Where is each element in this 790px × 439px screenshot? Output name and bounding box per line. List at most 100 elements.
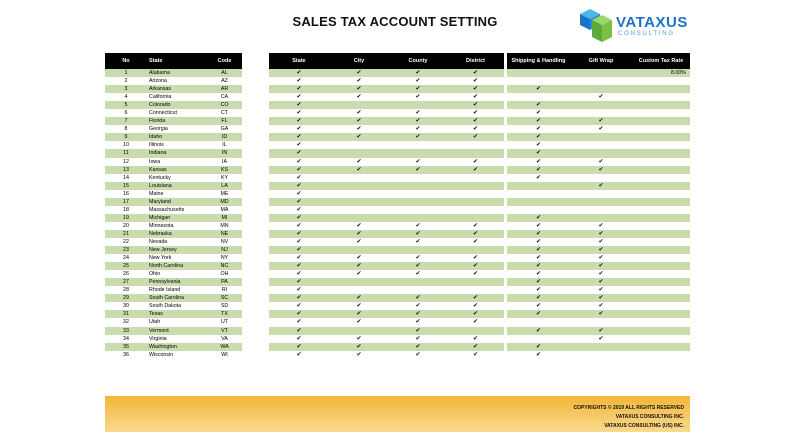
row-number: 8 (105, 125, 147, 134)
shipping-check-icon (507, 197, 570, 206)
county-check-icon: ✔ (389, 229, 447, 238)
county-check-icon: ✔ (389, 310, 447, 319)
district-check-icon (447, 286, 504, 295)
table-row: 19 Michigan MI ✔ ✔ (105, 213, 690, 222)
district-check-icon: ✔ (447, 109, 504, 118)
shipping-check-icon (507, 181, 570, 190)
column-gap (242, 165, 269, 174)
column-gap (504, 197, 507, 206)
district-check-icon: ✔ (447, 254, 504, 263)
shipping-check-icon: ✔ (507, 101, 570, 110)
column-gap (242, 101, 269, 110)
row-number: 5 (105, 101, 147, 110)
gift-wrap-check-icon: ✔ (570, 181, 632, 190)
column-gap (504, 165, 507, 174)
city-check-icon (329, 181, 389, 190)
custom-tax-rate (632, 302, 690, 311)
city-check-icon: ✔ (329, 69, 389, 78)
footer-banner: COPYRIGHTS © 2019 ALL RIGHTS RESERVED VA… (105, 396, 690, 432)
custom-tax-rate (632, 350, 690, 359)
table-row: 2 Arizona AZ ✔ ✔ ✔ ✔ (105, 77, 690, 86)
state-code: RI (207, 286, 242, 295)
county-check-icon: ✔ (389, 262, 447, 271)
state-name: Michigan (147, 213, 207, 222)
state-name: Virginia (147, 334, 207, 343)
city-check-icon (329, 101, 389, 110)
column-gap (504, 302, 507, 311)
shipping-check-icon (507, 318, 570, 327)
column-gap (504, 181, 507, 190)
gift-wrap-check-icon (570, 109, 632, 118)
sales-state-check-icon: ✔ (269, 310, 329, 319)
column-gap (504, 221, 507, 230)
district-check-icon: ✔ (447, 125, 504, 134)
shipping-check-icon: ✔ (507, 254, 570, 263)
state-code: GA (207, 125, 242, 134)
header-shipping: Shipping & Handling (507, 53, 570, 69)
state-code: NV (207, 237, 242, 247)
table-row: 29 South Carolina SC ✔ ✔ ✔ ✔ ✔ ✔ (105, 294, 690, 303)
state-code: VA (207, 334, 242, 343)
state-name: North Carolina (147, 262, 207, 271)
row-number: 21 (105, 229, 147, 238)
table-row: 31 Texas TX ✔ ✔ ✔ ✔ ✔ ✔ (105, 310, 690, 319)
gift-wrap-check-icon (570, 133, 632, 142)
row-number: 27 (105, 278, 147, 287)
column-gap (242, 141, 269, 150)
shipping-check-icon: ✔ (507, 213, 570, 222)
column-gap (504, 310, 507, 319)
city-check-icon: ✔ (329, 318, 389, 327)
city-check-icon (329, 141, 389, 150)
sales-state-check-icon: ✔ (269, 77, 329, 86)
shipping-check-icon: ✔ (507, 133, 570, 142)
column-gap (242, 246, 269, 255)
sales-state-check-icon: ✔ (269, 262, 329, 271)
table-row: 35 Washington WA ✔ ✔ ✔ ✔ ✔ (105, 342, 690, 351)
sales-state-check-icon: ✔ (269, 157, 329, 166)
row-number: 28 (105, 286, 147, 295)
gift-wrap-check-icon (570, 197, 632, 206)
city-check-icon: ✔ (329, 165, 389, 174)
column-gap (504, 157, 507, 166)
header-city: City (329, 53, 389, 69)
shipping-check-icon: ✔ (507, 117, 570, 126)
page-title: SALES TAX ACCOUNT SETTING (292, 14, 498, 29)
state-code: SC (207, 294, 242, 303)
gift-wrap-check-icon: ✔ (570, 246, 632, 255)
sales-state-check-icon: ✔ (269, 237, 329, 247)
state-code: KS (207, 165, 242, 174)
district-check-icon (447, 213, 504, 222)
custom-tax-rate (632, 109, 690, 118)
column-gap (242, 205, 269, 214)
gift-wrap-check-icon (570, 342, 632, 351)
sales-state-check-icon: ✔ (269, 173, 329, 182)
column-gap (242, 350, 269, 359)
shipping-check-icon: ✔ (507, 294, 570, 303)
column-gap (242, 189, 269, 198)
column-gap (504, 342, 507, 351)
state-name: Wisconsin (147, 350, 207, 359)
state-name: Idaho (147, 133, 207, 142)
city-check-icon (329, 213, 389, 222)
column-gap (242, 229, 269, 238)
custom-tax-rate (632, 117, 690, 126)
sales-state-check-icon: ✔ (269, 270, 329, 279)
state-code: MN (207, 221, 242, 230)
shipping-check-icon: ✔ (507, 85, 570, 94)
city-check-icon: ✔ (329, 342, 389, 351)
column-gap (242, 149, 269, 158)
gift-wrap-check-icon: ✔ (570, 221, 632, 230)
shipping-check-icon (507, 93, 570, 102)
logo-subtitle: CONSULTING (618, 31, 675, 37)
footer-company-2: VATAXUS CONSULTING (US) INC. (604, 423, 684, 429)
sales-state-check-icon: ✔ (269, 181, 329, 190)
custom-tax-rate (632, 334, 690, 343)
county-check-icon: ✔ (389, 85, 447, 94)
row-number: 36 (105, 350, 147, 359)
county-check-icon (389, 205, 447, 214)
sales-state-check-icon: ✔ (269, 117, 329, 126)
gift-wrap-check-icon (570, 318, 632, 327)
state-code: UT (207, 318, 242, 327)
district-check-icon (447, 149, 504, 158)
city-check-icon: ✔ (329, 350, 389, 359)
